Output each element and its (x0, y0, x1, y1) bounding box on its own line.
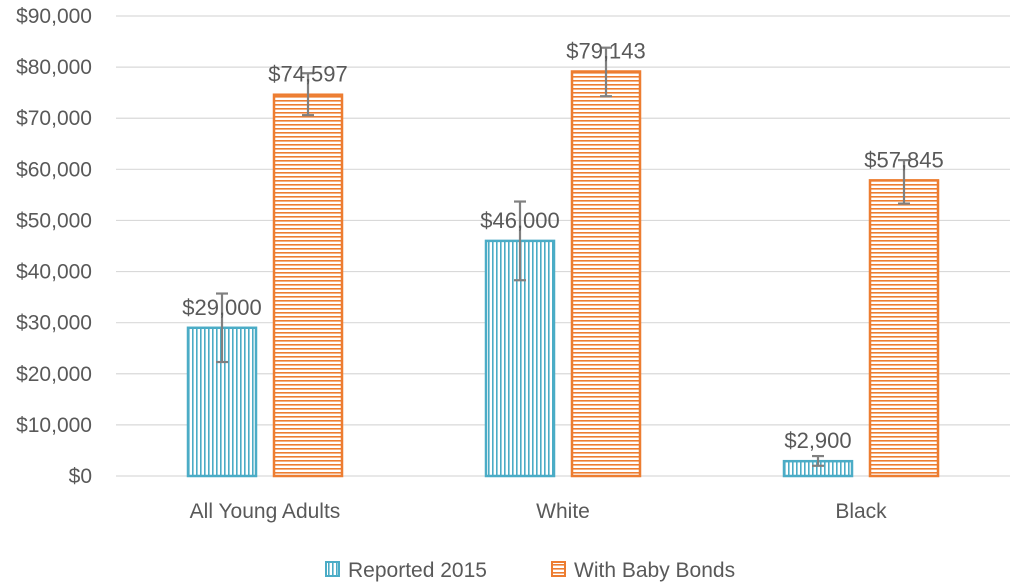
y-tick-label: $60,000 (16, 158, 92, 181)
y-tick-label: $10,000 (16, 414, 92, 437)
category-label: White (536, 500, 590, 523)
error-bar (812, 454, 824, 467)
bar-with-baby-bonds (272, 93, 344, 478)
y-tick-label: $70,000 (16, 107, 92, 130)
data-label: $74,597 (268, 62, 348, 87)
error-bar (514, 200, 526, 282)
legend-label: With Baby Bonds (574, 559, 735, 582)
data-label: $79,143 (566, 38, 646, 63)
error-bar (216, 292, 228, 364)
x-axis: All Young Adults White Black (190, 500, 887, 523)
error-bars (216, 46, 910, 467)
data-label: $29,000 (182, 295, 262, 320)
y-tick-label: $50,000 (16, 209, 92, 232)
data-label: $57,845 (864, 147, 944, 172)
bars (186, 70, 940, 478)
data-label: $2,900 (784, 428, 851, 453)
legend-swatch (551, 561, 566, 577)
legend-item: Reported 2015 (325, 559, 487, 582)
bar-with-baby-bonds (570, 70, 642, 478)
y-axis: $0 $10,000 $20,000 $30,000 $40,000 $50,000 $60… (16, 5, 92, 488)
gridlines (116, 15, 1010, 477)
y-tick-label: $0 (69, 465, 92, 488)
data-labels: $29,000 $74,597 $46,000 $79,143 $2,900 $57,84… (182, 38, 944, 453)
legend-item: With Baby Bonds (551, 559, 735, 582)
legend: Reported 2015 With Baby Bonds (325, 559, 735, 582)
y-tick-label: $40,000 (16, 261, 92, 284)
y-tick-label: $90,000 (16, 5, 92, 28)
category-label: Black (835, 500, 887, 523)
data-label: $46,000 (480, 208, 560, 233)
category-label: All Young Adults (190, 500, 341, 523)
error-bar (600, 46, 612, 98)
y-tick-label: $20,000 (16, 363, 92, 386)
legend-label: Reported 2015 (348, 559, 487, 582)
error-bar (302, 72, 314, 117)
error-bar (898, 159, 910, 205)
y-tick-label: $30,000 (16, 312, 92, 335)
bar-with-baby-bonds (868, 179, 940, 478)
y-tick-label: $80,000 (16, 56, 92, 79)
legend-swatch (325, 561, 340, 577)
